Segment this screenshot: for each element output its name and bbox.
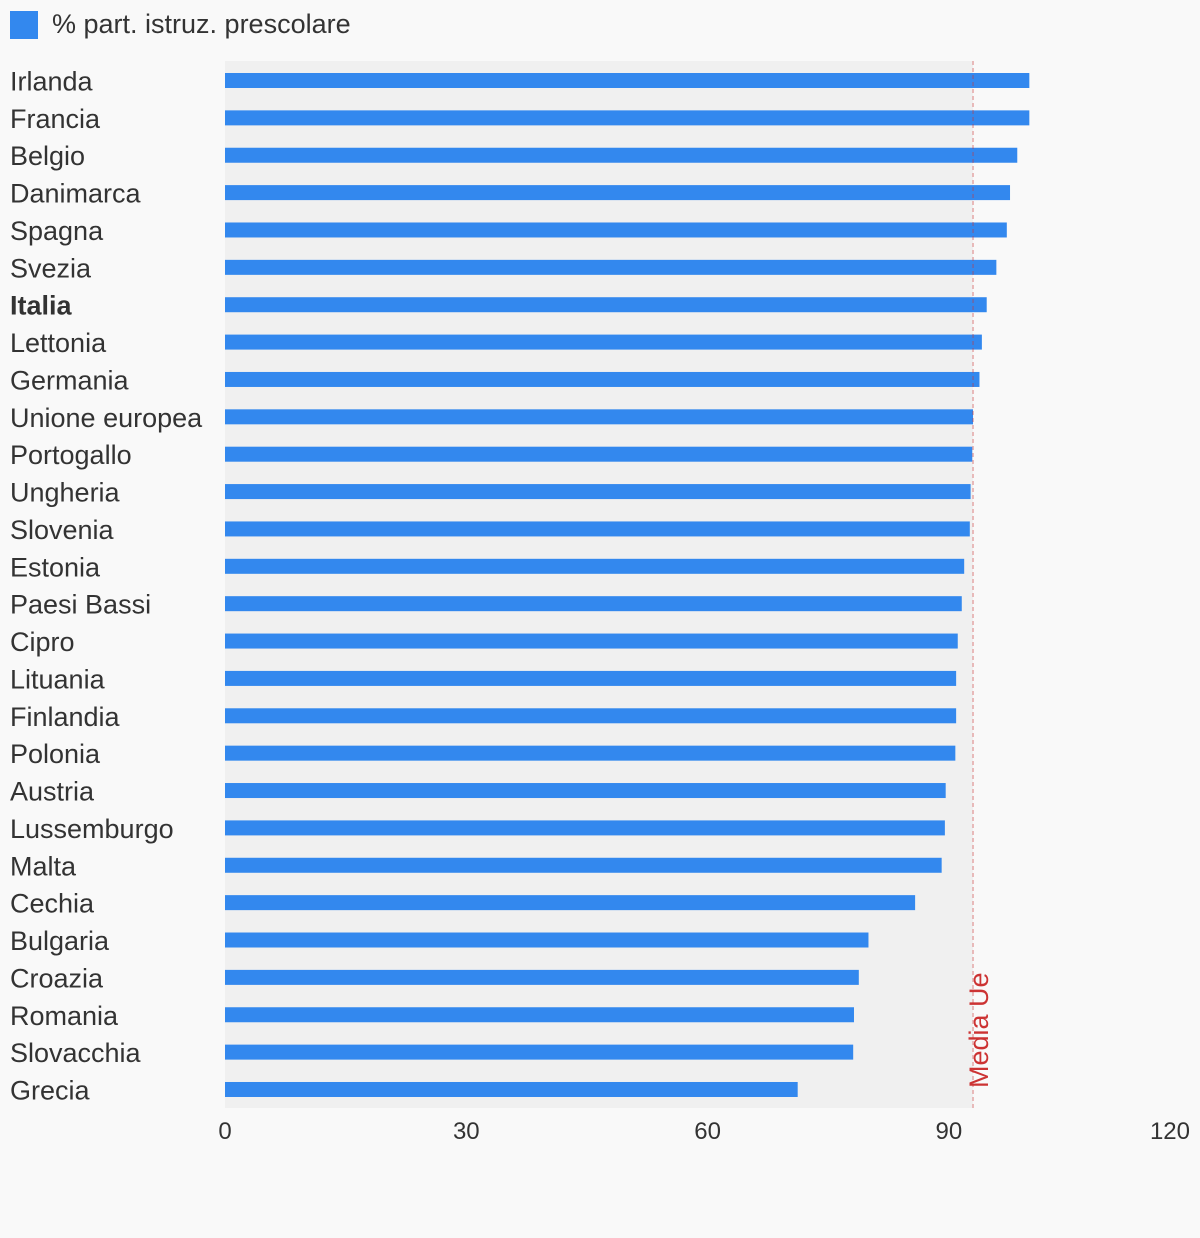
bar xyxy=(225,783,946,799)
bar xyxy=(225,670,957,686)
bar xyxy=(225,820,945,836)
category-label: Polonia xyxy=(10,739,101,769)
bar xyxy=(225,110,1030,126)
category-label: Irlanda xyxy=(10,67,94,97)
category-label: Grecia xyxy=(10,1075,91,1105)
bar xyxy=(225,895,916,911)
legend-label: % part. istruz. prescolare xyxy=(52,9,351,39)
bar xyxy=(225,521,970,537)
bar xyxy=(225,932,869,948)
category-label: Italia xyxy=(10,291,73,321)
x-tick-label: 30 xyxy=(453,1118,480,1145)
category-label: Lussemburgo xyxy=(10,814,174,844)
category-label: Finlandia xyxy=(10,702,121,732)
bar xyxy=(225,297,987,313)
reference-label: Media Ue xyxy=(964,972,994,1088)
category-label: Slovenia xyxy=(10,515,115,545)
plot-band xyxy=(225,61,974,1108)
category-label: Ungheria xyxy=(10,478,121,508)
x-tick-label: 120 xyxy=(1150,1118,1190,1145)
bar xyxy=(225,857,942,873)
category-label: Germania xyxy=(10,365,130,395)
category-label: Paesi Bassi xyxy=(10,590,151,620)
bar xyxy=(225,147,1018,163)
bar xyxy=(225,185,1011,201)
x-tick-label: 60 xyxy=(694,1118,721,1145)
bar xyxy=(225,73,1030,88)
bar xyxy=(225,596,962,612)
x-tick-label: 90 xyxy=(936,1118,963,1145)
category-label: Cechia xyxy=(10,889,95,919)
category-label: Danimarca xyxy=(10,179,142,209)
category-label: Romania xyxy=(10,1001,119,1031)
bar xyxy=(225,969,859,985)
category-label: Spagna xyxy=(10,216,104,246)
bar xyxy=(225,371,980,387)
category-label: Unione europea xyxy=(10,403,203,433)
category-label: Slovacchia xyxy=(10,1038,142,1068)
bar xyxy=(225,558,965,574)
bar xyxy=(225,1044,854,1060)
category-label: Austria xyxy=(10,777,95,807)
bar xyxy=(225,409,974,425)
bar xyxy=(225,222,1007,238)
category-label: Lituania xyxy=(10,664,106,694)
category-label: Bulgaria xyxy=(10,926,110,956)
category-label: Francia xyxy=(10,104,101,134)
category-label: Lettonia xyxy=(10,328,107,358)
category-label: Malta xyxy=(10,851,77,881)
bar xyxy=(225,1081,798,1097)
category-label: Belgio xyxy=(10,141,85,171)
legend-swatch xyxy=(10,10,38,39)
bar xyxy=(225,1007,854,1023)
category-label: Portogallo xyxy=(10,440,132,470)
x-tick-label: 0 xyxy=(218,1118,231,1145)
chart-legend: % part. istruz. prescolare xyxy=(10,9,351,40)
category-label: Svezia xyxy=(10,253,92,283)
bar xyxy=(225,745,956,761)
bar xyxy=(225,334,982,350)
category-label: Estonia xyxy=(10,552,101,582)
bar xyxy=(225,484,971,500)
category-label: Cipro xyxy=(10,627,75,657)
bar xyxy=(225,259,997,275)
bar xyxy=(225,446,973,462)
bar xyxy=(225,708,957,724)
category-label: Croazia xyxy=(10,963,104,993)
bar xyxy=(225,633,958,649)
